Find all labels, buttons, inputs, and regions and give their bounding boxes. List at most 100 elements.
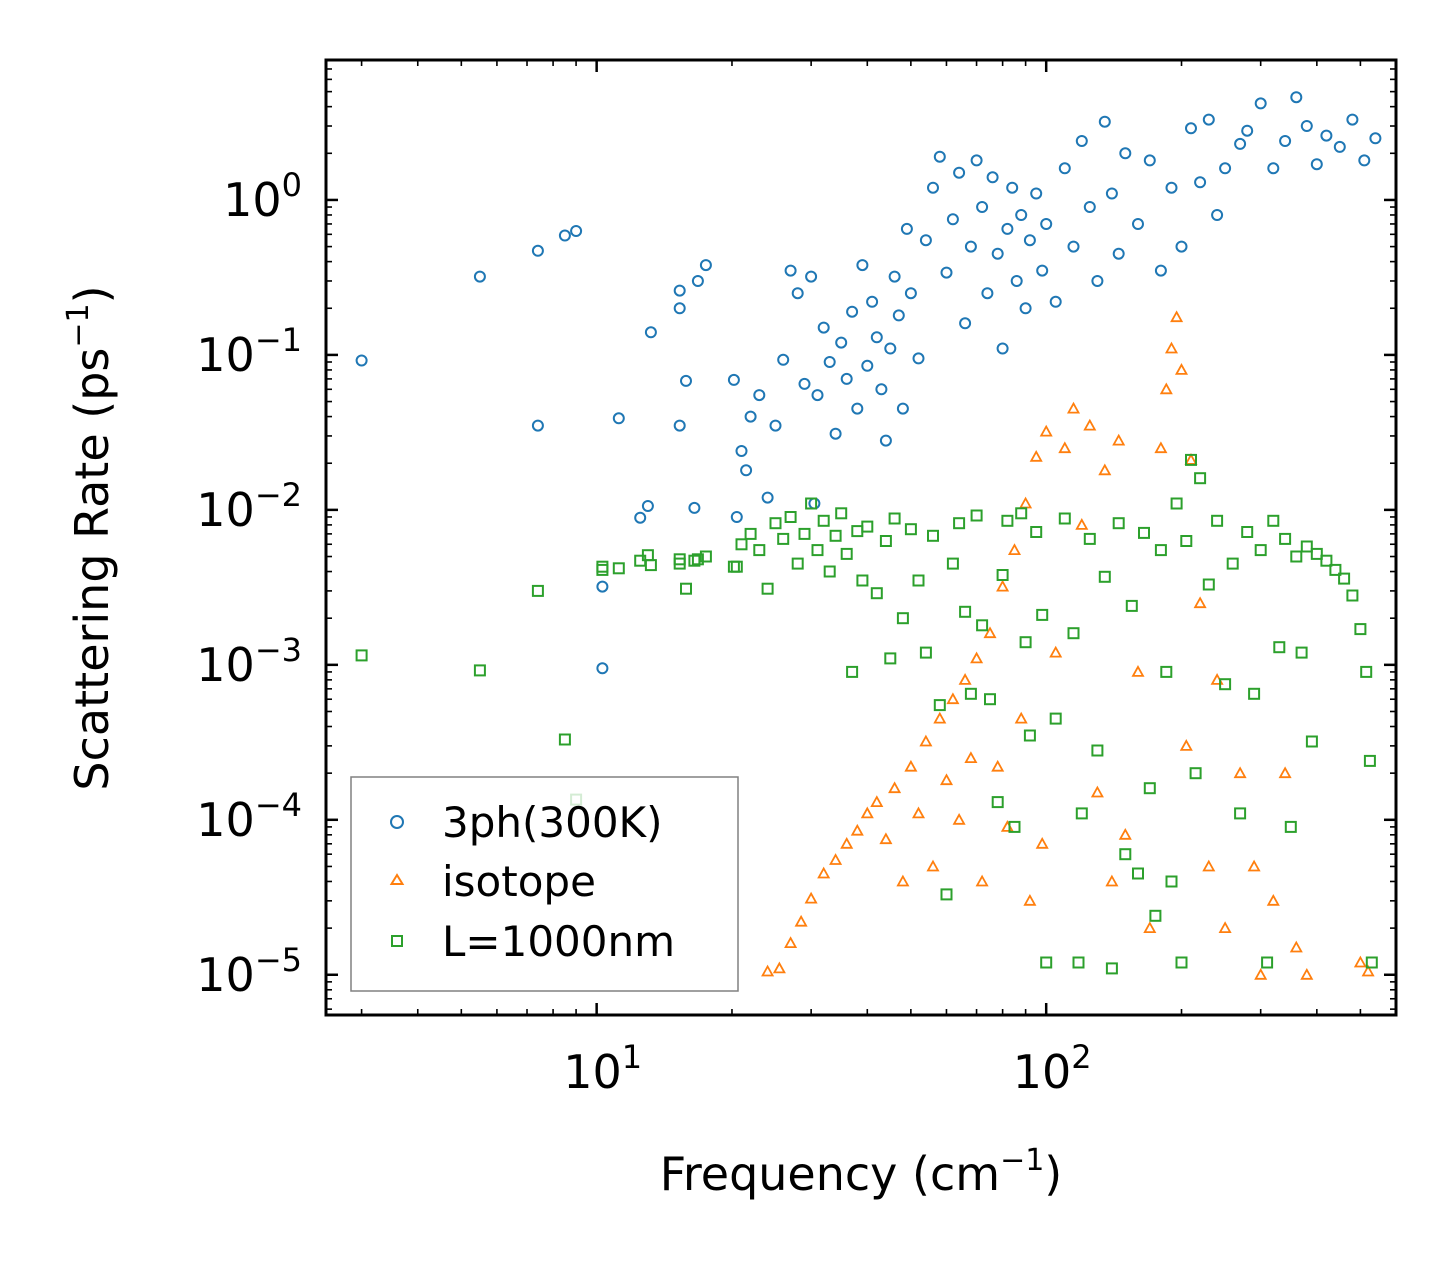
point-l1000nm [1211,514,1224,527]
point-l1000nm [888,512,901,525]
point-l1000nm [1261,956,1274,969]
point-l1000nm [1049,712,1062,725]
point-l1000nm [612,562,625,575]
point-3ph [829,427,842,440]
point-isotope [1118,827,1132,840]
point-isotope [946,692,960,705]
point-3ph [531,419,544,432]
legend-label-isotope: isotope [442,857,596,906]
point-isotope [1289,940,1303,953]
point-3ph [912,352,925,365]
point-isotope [1014,711,1028,724]
point-3ph [761,491,774,504]
point-3ph [1279,135,1292,147]
point-3ph [727,373,740,386]
point-3ph [691,275,704,287]
point-3ph [1067,240,1080,253]
point-l1000nm [1001,514,1014,527]
point-3ph [1165,181,1178,194]
point-3ph [558,229,571,242]
point-l1000nm [870,587,883,600]
point-l1000nm [1310,547,1323,560]
series-square [355,453,1378,975]
point-3ph [1036,264,1049,277]
point-3ph [1075,135,1088,147]
point-l1000nm [1185,453,1197,466]
point-3ph [744,410,757,423]
point-3ph [884,342,897,355]
point-l1000nm [927,529,939,542]
legend-marker-triangle [389,873,405,885]
point-l1000nm [1248,687,1261,700]
point-3ph [673,419,686,432]
point-3ph [856,259,869,272]
point-3ph [1211,209,1224,221]
point-3ph [1015,209,1028,221]
point-l1000nm [1365,956,1378,969]
point-l1000nm [896,612,909,625]
point-l1000nm [644,559,657,572]
point-l1000nm [798,527,811,540]
y-tick-label: 10−5 [196,941,302,1002]
point-3ph [735,445,748,457]
point-isotope [870,795,884,807]
point-3ph [673,284,686,297]
point-l1000nm [596,563,609,576]
point-3ph [1006,181,1019,194]
point-l1000nm [769,517,782,530]
point-l1000nm [805,497,818,510]
point-3ph [811,389,824,402]
point-l1000nm [953,517,966,530]
point-l1000nm [1058,512,1071,525]
point-l1000nm [970,509,983,522]
point-isotope [888,781,902,794]
point-3ph [355,354,368,367]
point-l1000nm [856,574,869,587]
point-isotope [850,823,864,836]
point-l1000nm [1160,665,1173,678]
point-l1000nm [1098,570,1111,583]
y-tick-label: 10−3 [196,631,302,692]
point-l1000nm [355,649,368,662]
point-3ph [1112,247,1125,260]
point-3ph [570,225,583,237]
point-isotope [983,626,997,639]
point-isotope [1029,449,1043,462]
y-tick-label: 10−2 [196,476,302,537]
point-l1000nm [919,646,932,659]
point-l1000nm [1189,767,1202,780]
point-l1000nm [777,532,790,545]
point-l1000nm [940,888,953,901]
point-3ph [959,317,972,330]
point-isotope [817,866,831,879]
point-l1000nm [823,565,836,578]
point-3ph [896,402,909,415]
point-l1000nm [879,535,892,547]
point-l1000nm [1290,550,1303,563]
point-3ph [964,240,977,253]
legend-item-isotope: isotope [389,857,596,906]
point-3ph [1241,124,1254,137]
point-l1000nm [976,619,989,632]
point-isotope [1202,859,1216,872]
point-3ph [1234,137,1247,150]
point-l1000nm [912,574,925,587]
point-l1000nm [730,560,743,573]
point-isotope [1361,964,1375,977]
point-3ph [953,166,966,179]
point-3ph [1346,113,1359,126]
point-isotope [904,759,918,772]
point-isotope [1170,310,1184,323]
point-isotope [1300,967,1314,980]
point-l1000nm [1119,848,1132,861]
point-3ph [1185,122,1197,135]
point-isotope [1105,874,1119,887]
point-3ph [851,402,864,415]
point-3ph [1175,240,1188,253]
point-l1000nm [1175,956,1188,969]
point-3ph [919,234,932,247]
point-isotope [964,751,978,763]
point-isotope [1143,921,1157,933]
point-l1000nm [680,582,692,595]
